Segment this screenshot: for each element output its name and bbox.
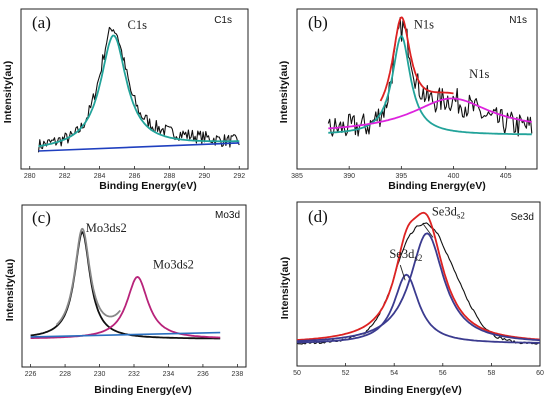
panel-d-series-fit-3	[296, 232, 541, 342]
panel-a-tick-label: 284	[94, 173, 106, 180]
panel-c-xlabel: Binding Energy(eV)	[94, 384, 191, 396]
panel-c-annotations: Mo3ds2 Mo3ds2	[86, 221, 194, 271]
panel-a-xlabel: Binding Energy(eV)	[99, 180, 196, 192]
panel-a-x-ticks: 280 282 284 286 288 290 292	[24, 166, 245, 180]
panel-a-letter: (a)	[32, 13, 51, 32]
panel-c-tag: Mo3d	[215, 210, 240, 221]
panel-c-frame	[21, 204, 247, 368]
panel-a-series-background-2	[38, 142, 240, 152]
panel-d-tick-label: 52	[342, 370, 350, 377]
panel-c-x-ticks: 226 228 230 232 234 236 238	[25, 364, 244, 378]
panel-c: Intensity(au) (c) Mo3d 226 228 230 232 234 23…	[4, 204, 247, 396]
panel-b-series-raw-0	[327, 17, 533, 137]
panel-a-tick-label: 280	[24, 173, 36, 180]
panel-c-tick-label: 234	[163, 371, 175, 378]
panel-c-letter: (c)	[32, 208, 51, 227]
panel-d-ylabel: Intensity(au)	[279, 257, 291, 319]
panel-c-tick-label: 236	[197, 371, 209, 378]
panel-c-series-fit-2	[55, 227, 121, 326]
panel-c-series-fit-1	[30, 275, 221, 340]
panel-b-tick-label: 405	[500, 173, 512, 180]
panel-b-annotations: N1s N1s	[414, 17, 490, 81]
panel-a-tick-label: 286	[129, 173, 141, 180]
panel-c-tick-label: 238	[232, 371, 244, 378]
panel-d-tick-label: 58	[488, 370, 496, 377]
panel-c-series	[30, 227, 221, 340]
panel-b-xlabel: Binding Energy(eV)	[388, 180, 485, 192]
panel-d: Intensity(au) (d) Se3d 50 52 54 56 58 60 Se3d…	[279, 201, 544, 396]
panel-a: Intensity(au) (a) C1s 280 282 284 286 288 290…	[2, 8, 249, 192]
panel-a-peak-label: C1s	[128, 18, 148, 32]
panel-a-series-fit-1	[38, 34, 240, 148]
panel-b-series-fit-1	[328, 35, 532, 136]
panel-c-series-background-3	[30, 331, 221, 338]
panel-c-tick-label: 230	[94, 371, 106, 378]
panel-b-letter: (b)	[308, 13, 328, 32]
panel-d-frame	[296, 201, 541, 367]
panel-c-tick-label: 232	[128, 371, 140, 378]
panel-c-tick-label: 226	[25, 371, 37, 378]
panel-a-tick-label: 288	[164, 173, 176, 180]
panel-c-ylabel: Intensity(au)	[4, 259, 16, 321]
panel-c-tick-label: 228	[59, 371, 71, 378]
panel-d-letter: (d)	[308, 207, 328, 226]
panel-b-series	[327, 16, 533, 137]
panel-a-ylabel: Intensity(au)	[2, 61, 14, 123]
panel-a-series	[37, 26, 240, 153]
panel-b-peak-label: N1s	[469, 67, 489, 81]
panel-b-frame	[296, 8, 538, 170]
panel-d-tick-label: 60	[536, 370, 544, 377]
panel-d-peak-label: Se3ds2	[432, 204, 465, 220]
panel-d-tick-label: 56	[439, 370, 447, 377]
panel-b-tag: N1s	[509, 15, 527, 26]
panel-d-series-fit-1	[296, 211, 541, 341]
panel-b-tick-label: 385	[291, 173, 303, 180]
panel-c-peak-label: Mo3ds2	[153, 257, 194, 271]
panel-a-tick-label: 290	[199, 173, 211, 180]
panel-a-frame	[20, 8, 249, 170]
panel-a-annotations: C1s	[128, 18, 148, 32]
panel-b-ylabel: Intensity(au)	[278, 61, 290, 123]
panel-c-peak-label: Mo3ds2	[86, 221, 127, 235]
panel-d-annotations: Se3ds2 Se3ds2	[389, 204, 465, 281]
panel-a-series-raw-0	[37, 26, 240, 153]
panel-b-series-fit-2	[328, 97, 532, 130]
panel-b-x-ticks: 385 390 395 400 405	[291, 166, 512, 180]
panel-d-peak-label: Se3ds2	[389, 247, 422, 263]
panel-a-tick-label: 282	[59, 173, 71, 180]
panel-b-peak-label: N1s	[414, 17, 434, 31]
panel-b: Intensity(au) (b) N1s 385 390 395 400 405 N1…	[278, 8, 538, 192]
panel-b-tick-label: 395	[396, 173, 408, 180]
panel-d-arrow	[422, 224, 434, 238]
panel-d-series-fit-2	[297, 273, 541, 344]
panel-a-tick-label: 292	[233, 173, 245, 180]
panel-d-arrow	[399, 264, 406, 281]
panel-b-tick-label: 400	[448, 173, 460, 180]
panel-d-tick-label: 50	[293, 370, 301, 377]
panel-a-tag: C1s	[214, 15, 232, 26]
panel-d-series-raw-0	[296, 222, 541, 345]
panel-b-series-fit-3	[379, 16, 454, 102]
panel-d-x-ticks: 50 52 54 56 58 60	[293, 363, 544, 377]
panel-d-tick-label: 54	[390, 370, 398, 377]
panel-d-tag: Se3d	[511, 212, 534, 223]
panel-b-tick-label: 390	[343, 173, 355, 180]
panel-d-xlabel: Binding Energy(eV)	[364, 384, 461, 396]
panel-d-series	[296, 211, 541, 345]
